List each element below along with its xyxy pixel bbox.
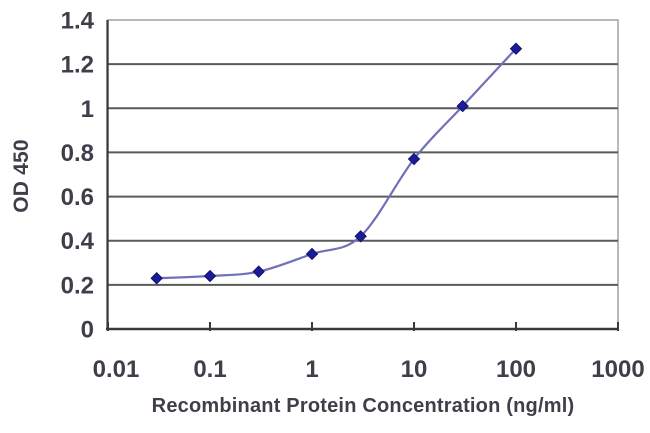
data-point-marker-1 bbox=[305, 247, 319, 261]
x-tick-label-0.01: 0.01 bbox=[93, 356, 140, 383]
x-tick-label-0.1: 0.1 bbox=[193, 356, 226, 383]
x-tick-label-100: 100 bbox=[496, 356, 536, 383]
y-tick-label-1: 1 bbox=[81, 96, 94, 123]
data-point-marker-0.1 bbox=[203, 269, 217, 283]
x-tick-label-1000: 1000 bbox=[591, 356, 644, 383]
data-point-marker-30 bbox=[456, 99, 469, 113]
y-tick-label-0: 0 bbox=[81, 317, 94, 344]
y-tick-label-0.4: 0.4 bbox=[61, 228, 95, 255]
y-tick-label-0.6: 0.6 bbox=[61, 184, 94, 211]
data-point-marker-3 bbox=[354, 230, 367, 243]
data-point-marker-0.03 bbox=[150, 272, 163, 285]
plot-area-border bbox=[107, 19, 619, 330]
x-axis-title: Recombinant Protein Concentration (ng/ml… bbox=[151, 395, 575, 417]
y-tick-label-0.8: 0.8 bbox=[61, 140, 94, 167]
x-tick-label-1: 1 bbox=[305, 356, 318, 383]
y-tick-label-1.4: 1.4 bbox=[61, 8, 95, 35]
y-tick-label-0.2: 0.2 bbox=[61, 272, 94, 299]
y-axis-title: OD 450 bbox=[10, 139, 33, 213]
x-tick-label-10: 10 bbox=[401, 356, 428, 383]
y-tick-label-1.2: 1.2 bbox=[61, 52, 94, 79]
data-point-marker-0.3 bbox=[252, 265, 265, 278]
data-point-marker-100 bbox=[509, 42, 523, 55]
data-point-marker-10 bbox=[407, 152, 421, 166]
